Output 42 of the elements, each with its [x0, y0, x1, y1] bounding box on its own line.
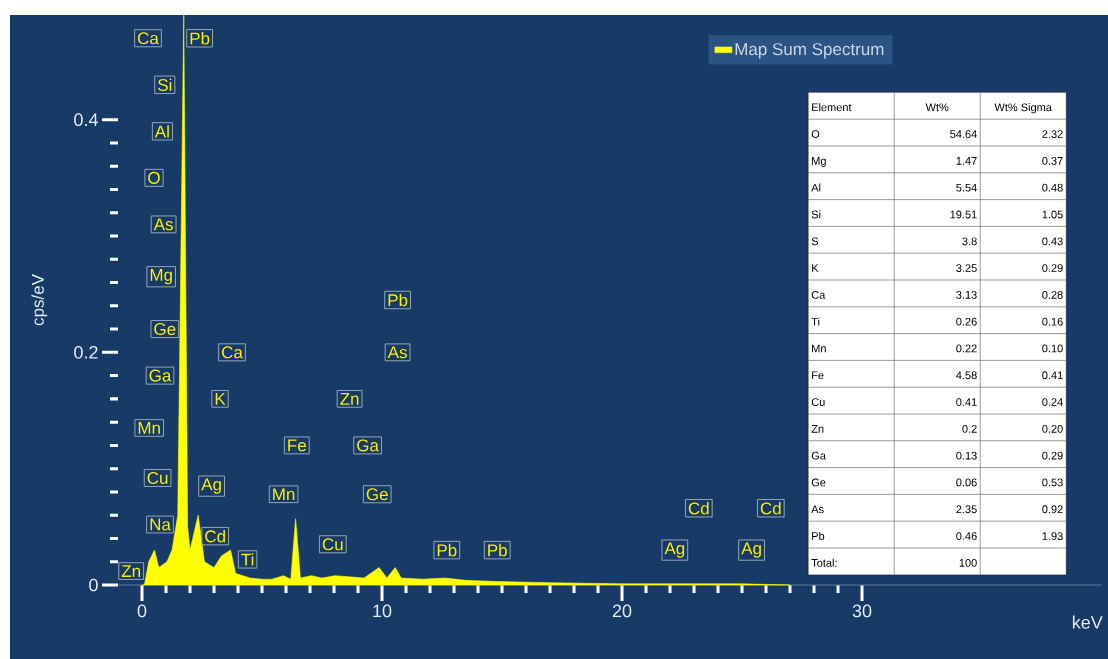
annotation: Ag [741, 542, 761, 558]
annotation: Zn [121, 565, 141, 577]
annotation: Pb [437, 543, 457, 557]
annotation: Ti [241, 553, 254, 566]
annotation: Ag [201, 478, 221, 494]
annotation: Ga [149, 369, 172, 382]
legend-label: Map Sum Spectrum [735, 43, 884, 59]
annotation: Cd [760, 501, 781, 515]
annotation: Mg [150, 269, 172, 285]
annotation: Na [150, 518, 171, 531]
annotation: Cu [322, 538, 343, 551]
annotation: Mn [273, 488, 295, 501]
x-tick-label: 0 [137, 604, 147, 618]
annotation: Cd [205, 529, 225, 543]
annotation: Ag [664, 542, 685, 558]
y-axis-title: cps/eV [31, 274, 48, 326]
annotation: Ga [357, 439, 379, 452]
y-tick-label: 0 [89, 578, 98, 592]
annotation: Pb [488, 543, 507, 557]
annotation: Ca [137, 32, 159, 45]
annotation: Pb [388, 293, 408, 307]
annotation: Ge [366, 488, 388, 501]
y-tick-label: 0.4 [74, 113, 98, 127]
annotation: Zn [340, 393, 359, 405]
annotation: Pb [190, 32, 210, 45]
annotation: Si [158, 78, 172, 92]
annotation: K [215, 393, 226, 405]
annotation: Cd [688, 501, 709, 515]
x-tick-label: 10 [373, 604, 392, 618]
x-axis-title: keV [1072, 615, 1103, 629]
y-tick-label: 0.2 [74, 345, 98, 359]
annotation: Mn [138, 422, 160, 434]
annotation: Ge [154, 323, 176, 336]
annotation: As [153, 218, 173, 231]
annotation: Al [154, 125, 169, 138]
annotation: Ca [221, 346, 243, 359]
annotation: As [387, 346, 407, 359]
annotation: Cu [147, 471, 168, 484]
x-tick-label: 20 [612, 604, 632, 618]
x-tick-label: 30 [852, 604, 872, 618]
annotation: O [148, 171, 160, 184]
annotation: Fe [288, 439, 306, 452]
